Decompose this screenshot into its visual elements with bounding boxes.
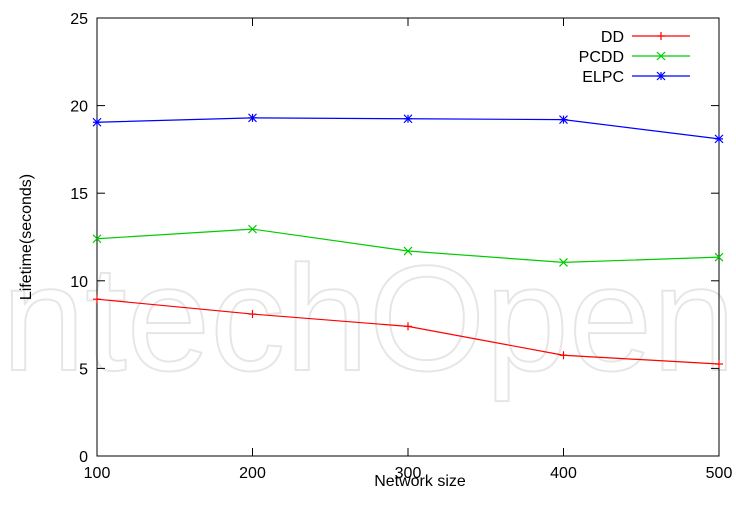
point-elpc-100 [92, 117, 102, 127]
x-axis-label: Network size [374, 473, 466, 490]
point-dd-400 [559, 351, 568, 360]
x-tick-label-100: 100 [84, 465, 111, 482]
point-pcdd-200 [248, 224, 257, 234]
point-elpc-500 [714, 134, 724, 144]
y-tick-label-0: 0 [79, 449, 88, 466]
point-pcdd-300 [403, 246, 413, 256]
x-tick-label-400: 400 [550, 465, 577, 482]
point-elpc-300 [403, 114, 413, 124]
legend: DD PCDD ELPC [579, 29, 690, 86]
point-pcdd-400 [559, 257, 568, 267]
legend-label-elpc: ELPC [582, 69, 624, 86]
point-dd-300 [404, 322, 412, 331]
y-tick-label-10: 10 [70, 274, 88, 291]
legend-label-pcdd: PCDD [579, 49, 624, 66]
legend-label-dd: DD [601, 29, 624, 46]
point-dd-100 [93, 295, 101, 304]
y-tick-label-25: 25 [70, 11, 88, 28]
point-dd-500 [715, 360, 723, 369]
y-axis-label: Lifetime(seconds) [18, 174, 35, 300]
legend-marker-dd [657, 32, 665, 40]
legend-marker-pcdd [656, 51, 666, 61]
point-elpc-200 [248, 113, 257, 123]
y-tick-label-20: 20 [70, 99, 88, 116]
point-pcdd-100 [92, 234, 102, 244]
x-tick-label-200: 200 [239, 465, 266, 482]
y-tick-label-15: 15 [70, 186, 88, 203]
x-tick-label-500: 500 [706, 465, 733, 482]
legend-marker-elpc [656, 71, 666, 81]
point-dd-200 [248, 310, 257, 319]
point-elpc-400 [559, 115, 568, 125]
y-tick-label-5: 5 [79, 361, 88, 378]
x-tick-label-300: 300 [395, 465, 422, 482]
plot-area: 0 5 10 15 20 25 100 200 300 400 500 [70, 11, 732, 482]
watermark: IntechOpen [0, 234, 736, 402]
point-pcdd-500 [714, 252, 724, 262]
